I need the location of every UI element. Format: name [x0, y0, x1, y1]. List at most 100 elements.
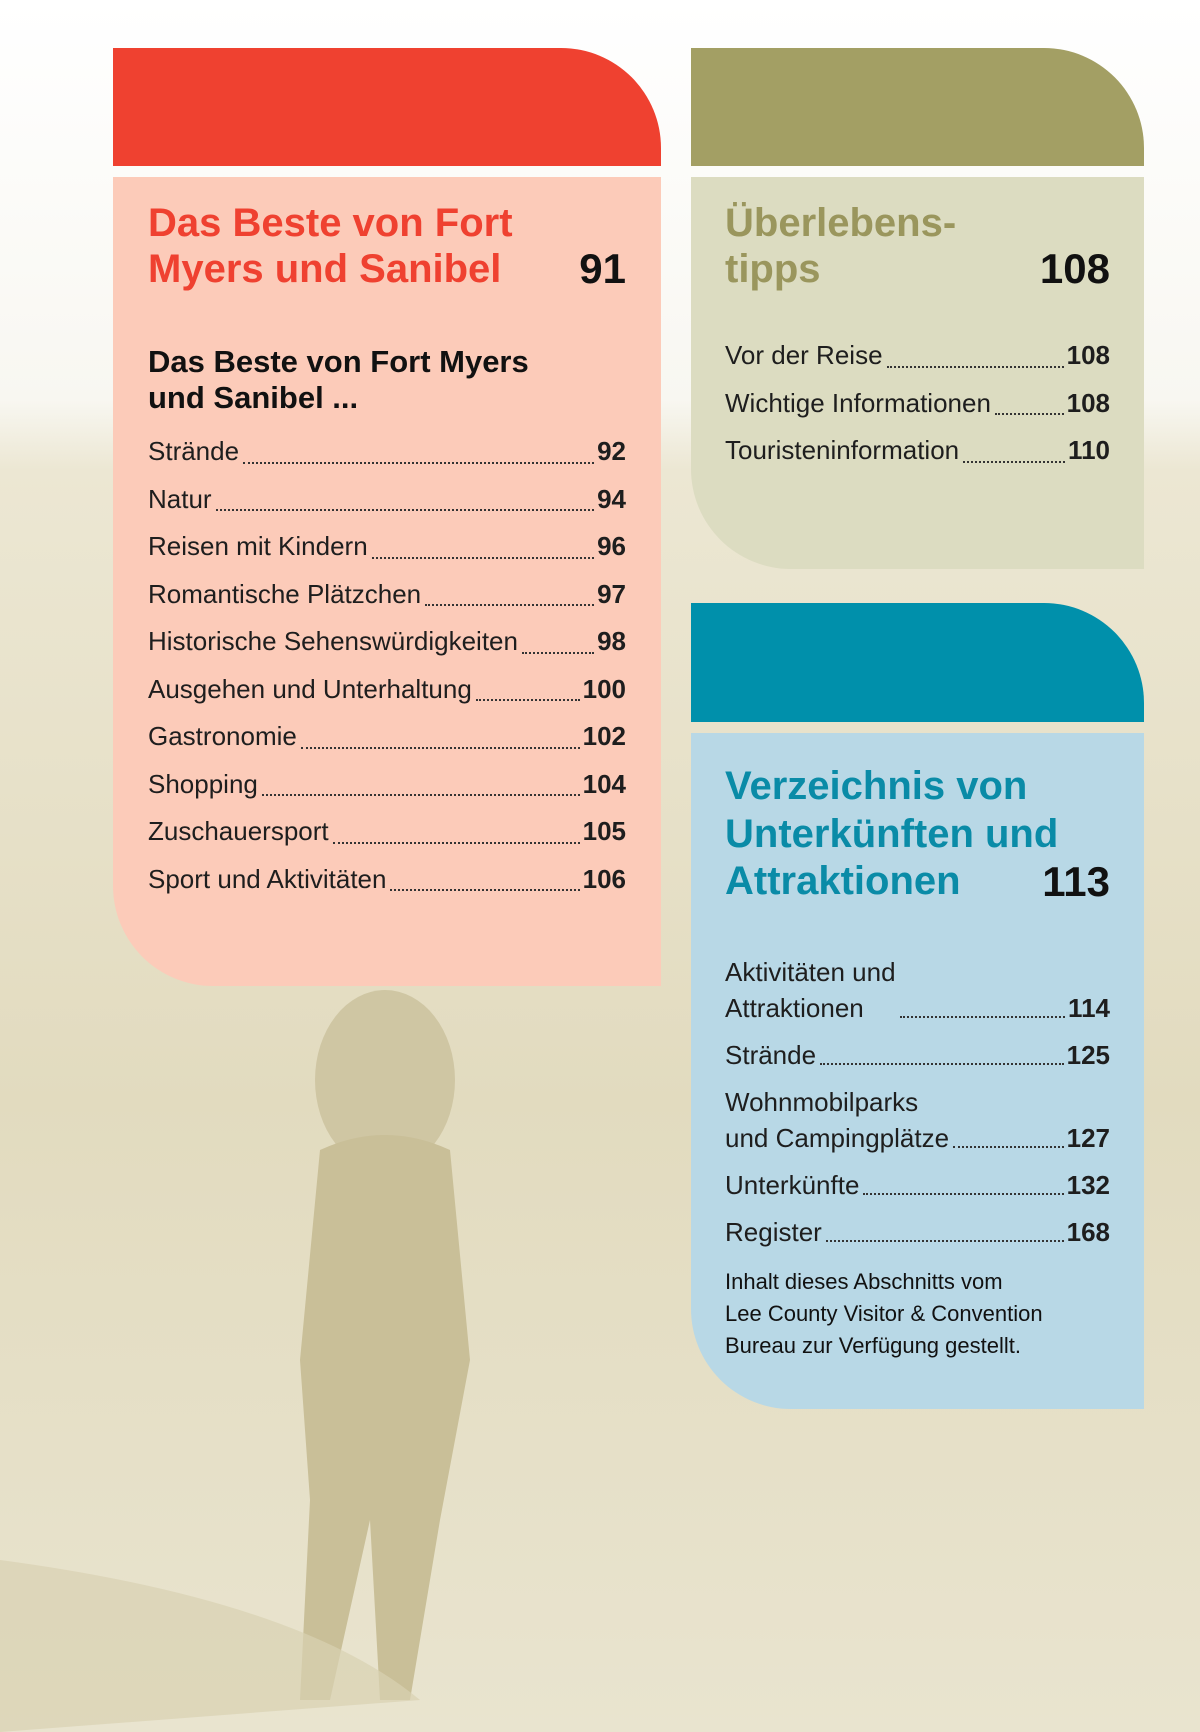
entry-page-number: 168	[1066, 1217, 1110, 1247]
title-line: Unterkünften und	[725, 811, 1059, 856]
title-line: Attraktionen	[725, 859, 961, 903]
olive-tab	[691, 48, 1144, 166]
dot-leader	[300, 746, 580, 749]
entry-label: Romantische Plätzchen	[148, 578, 422, 609]
note: Inhalt dieses Abschnitts vom Lee County V…	[725, 1266, 1043, 1362]
note-line: Lee County Visitor & Convention	[725, 1301, 1043, 1326]
toc-entry: Unterkünfte 132	[725, 1167, 1110, 1203]
entry-page-number: 132	[1066, 1170, 1110, 1200]
entry-page-number: 96	[597, 531, 626, 561]
section-panel: Das Beste von Fort Myers und Sanibel 91 Da…	[113, 177, 661, 986]
toc-entry: Aktivitäten und Attraktionen 114	[725, 954, 1110, 1026]
toc-entry: Wichtige Informationen 108	[725, 380, 1110, 428]
figure-body	[300, 1135, 470, 1700]
title-line: Myers und Sanibel	[148, 247, 502, 291]
toc-entry: Ausgehen und Unterhaltung 100	[148, 666, 626, 714]
dot-leader	[886, 365, 1064, 368]
entry-page-number: 125	[1066, 1040, 1110, 1070]
dot-leader	[243, 461, 595, 464]
entry-page-number: 108	[1066, 340, 1110, 370]
entry-label: Zuschauersport	[148, 816, 329, 846]
figure-head	[315, 990, 455, 1170]
entry-page-number: 98	[597, 626, 626, 656]
toc-entry: Strände 125	[725, 1037, 1110, 1073]
entry-label-line: Wohnmobilparks	[725, 1087, 919, 1117]
subheading: Das Beste von Fort Myers und Sanibel ...	[148, 344, 529, 416]
entry-label: Unterkünfte	[725, 1170, 860, 1200]
entry-label: Aktivitäten und Attraktionen	[725, 954, 896, 1026]
section-title: Verzeichnis von Unterkünften und Attraktio…	[725, 763, 1110, 906]
entry-page-number: 92	[597, 436, 626, 466]
title-line: Verzeichnis von	[725, 764, 1028, 808]
entry-label: Shopping	[148, 768, 258, 799]
dot-leader	[215, 509, 595, 511]
entry-label: Gastronomie	[148, 721, 297, 751]
dot-leader	[953, 1146, 1064, 1148]
toc-entry: Wohnmobilparks und Campingplätze 127	[725, 1084, 1110, 1156]
dot-leader	[863, 1193, 1064, 1195]
entry-label: Wohnmobilparks und Campingplätze	[725, 1084, 949, 1156]
entry-label: Historische Sehenswürdigkeiten	[148, 626, 518, 656]
dot-leader	[261, 794, 580, 796]
subheading-line: Das Beste von Fort Myers	[148, 344, 529, 379]
entry-label: Vor der Reise	[725, 340, 883, 370]
dot-leader	[994, 413, 1064, 415]
dot-leader	[425, 604, 595, 606]
teal-tab	[691, 603, 1144, 722]
toc-entry: Gastronomie 102	[148, 713, 626, 761]
toc-entry: Sport und Aktivitäten 106	[148, 856, 626, 904]
section-panel: Verzeichnis von Unterkünften und Attraktio…	[691, 733, 1144, 1409]
dot-leader	[963, 460, 1066, 463]
toc-entry: Touristeninformation 110	[725, 427, 1110, 475]
entry-page-number: 94	[597, 483, 626, 514]
shadow	[0, 1560, 420, 1732]
section-title: Überlebens-tipps 108	[725, 200, 1110, 292]
section-panel: Überlebens-tipps 108 Vor der Reise 108 Wich…	[691, 177, 1144, 569]
entry-label: Sport und Aktivitäten	[148, 863, 387, 894]
toc-entry: Zuschauersport 105	[148, 808, 626, 856]
dot-leader	[825, 1240, 1064, 1242]
title-page-number: 108	[1039, 245, 1110, 292]
red-tab	[113, 48, 661, 166]
dot-leader	[390, 889, 580, 891]
entry-page-number: 127	[1066, 1123, 1110, 1153]
title-line: Überlebens-	[725, 201, 957, 245]
toc-entry: Vor der Reise 108	[725, 332, 1110, 380]
entry-page-number: 105	[582, 816, 626, 846]
dot-leader	[371, 556, 595, 559]
entry-list: Strände 92 Natur 94 Reisen mit Kindern 96 Roma…	[148, 428, 626, 903]
dot-leader	[475, 699, 580, 701]
entry-page-number: 106	[582, 863, 626, 894]
toc-entry: Strände 92	[148, 428, 626, 476]
entry-list: Vor der Reise 108 Wichtige Informationen 10…	[725, 332, 1110, 475]
subheading-line: und Sanibel ...	[148, 380, 359, 415]
entry-label-line: Aktivitäten und	[725, 957, 896, 987]
entry-label: Touristeninformation	[725, 435, 960, 465]
toc-entry: Register 168	[725, 1214, 1110, 1250]
note-line: Bureau zur Verfügung gestellt.	[725, 1333, 1021, 1358]
entry-page-number: 104	[582, 768, 626, 799]
entry-label: Register	[725, 1217, 822, 1247]
toc-entry: Reisen mit Kindern 96	[148, 523, 626, 571]
note-line: Inhalt dieses Abschnitts vom	[725, 1269, 1003, 1294]
toc-entry: Romantische Plätzchen 97	[148, 571, 626, 619]
dot-leader	[521, 651, 595, 654]
entry-label: Strände	[725, 1040, 817, 1070]
entry-label: Ausgehen und Unterhaltung	[148, 673, 472, 704]
dot-leader	[332, 841, 580, 844]
entry-page-number: 114	[1068, 993, 1110, 1023]
entry-page-number: 102	[582, 721, 626, 751]
toc-entry: Historische Sehenswürdigkeiten 98	[148, 618, 626, 666]
entry-page-number: 97	[597, 578, 626, 609]
entry-label: Reisen mit Kindern	[148, 531, 368, 561]
title-page-number: 113	[1042, 858, 1110, 905]
entry-label: Strände	[148, 436, 240, 466]
section-title: Das Beste von Fort Myers und Sanibel 91	[148, 200, 626, 292]
entry-label: Wichtige Informationen	[725, 387, 991, 418]
entry-label-line: Attraktionen	[725, 993, 864, 1023]
entry-label: Natur	[148, 483, 212, 514]
entry-page-number: 100	[582, 673, 626, 704]
